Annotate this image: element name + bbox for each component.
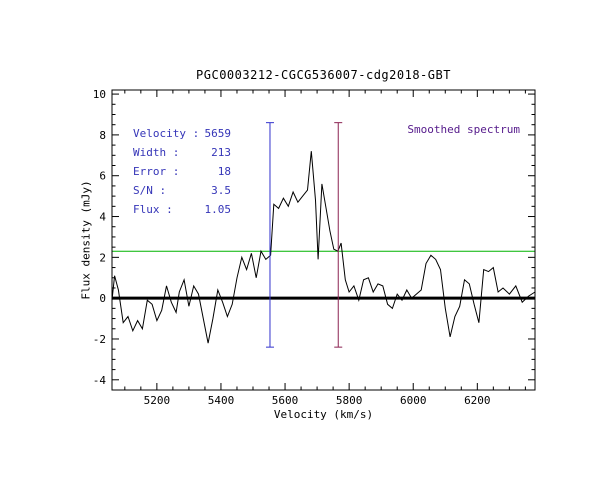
stat-sn: S/N : 3.5 [133, 181, 231, 200]
stat-label: Error : [133, 165, 180, 178]
plot-frame [111, 89, 536, 391]
y-axis-label: Flux density (mJy) [79, 180, 93, 300]
fit-parameters-block: Velocity : 5659 Width : 213 Error : 18 S/N : 3.… [133, 124, 231, 219]
smoothed-spectrum-label: Smoothed spectrum [407, 123, 520, 136]
plot-title: PGC0003212-CGCG536007-cdg2018-GBT [196, 68, 451, 82]
y-tick-label: 2 [99, 251, 106, 264]
x-tick-label: 6000 [400, 394, 427, 407]
stat-flux: Flux : 1.05 [133, 200, 231, 219]
axis-ticks [112, 90, 535, 391]
stat-label: Width : [133, 146, 180, 159]
x-tick-label: 5200 [144, 394, 171, 407]
y-tick-label: -4 [93, 374, 107, 387]
stat-value: 3.5 [211, 184, 231, 197]
y-tick-label: 4 [99, 211, 106, 224]
y-tick-label: 6 [99, 170, 106, 183]
stat-label: S/N : [133, 184, 167, 197]
y-tick-label: 8 [99, 129, 106, 142]
x-tick-label: 5600 [272, 394, 299, 407]
y-tick-label: -2 [93, 333, 106, 346]
stat-width: Width : 213 [133, 143, 231, 162]
stat-value: 5659 [204, 127, 232, 140]
velocity-marker-right [334, 122, 343, 348]
stat-value: 18 [217, 165, 231, 178]
spectrum-line [111, 151, 536, 344]
y-tick-label: 10 [93, 88, 106, 101]
stat-velocity: Velocity : 5659 [133, 124, 231, 143]
stat-label: Velocity : [133, 127, 200, 140]
stat-error: Error : 18 [133, 162, 231, 181]
x-axis-label: Velocity (km/s) [273, 408, 374, 421]
x-tick-label: 6200 [464, 394, 491, 407]
stat-label: Flux : [133, 203, 173, 216]
stat-value: 213 [211, 146, 231, 159]
x-tick-label: 5400 [208, 394, 235, 407]
x-tick-label: 5800 [336, 394, 363, 407]
stat-value: 1.05 [204, 203, 232, 216]
velocity-marker-left [265, 122, 274, 348]
y-tick-label: 0 [99, 292, 106, 305]
